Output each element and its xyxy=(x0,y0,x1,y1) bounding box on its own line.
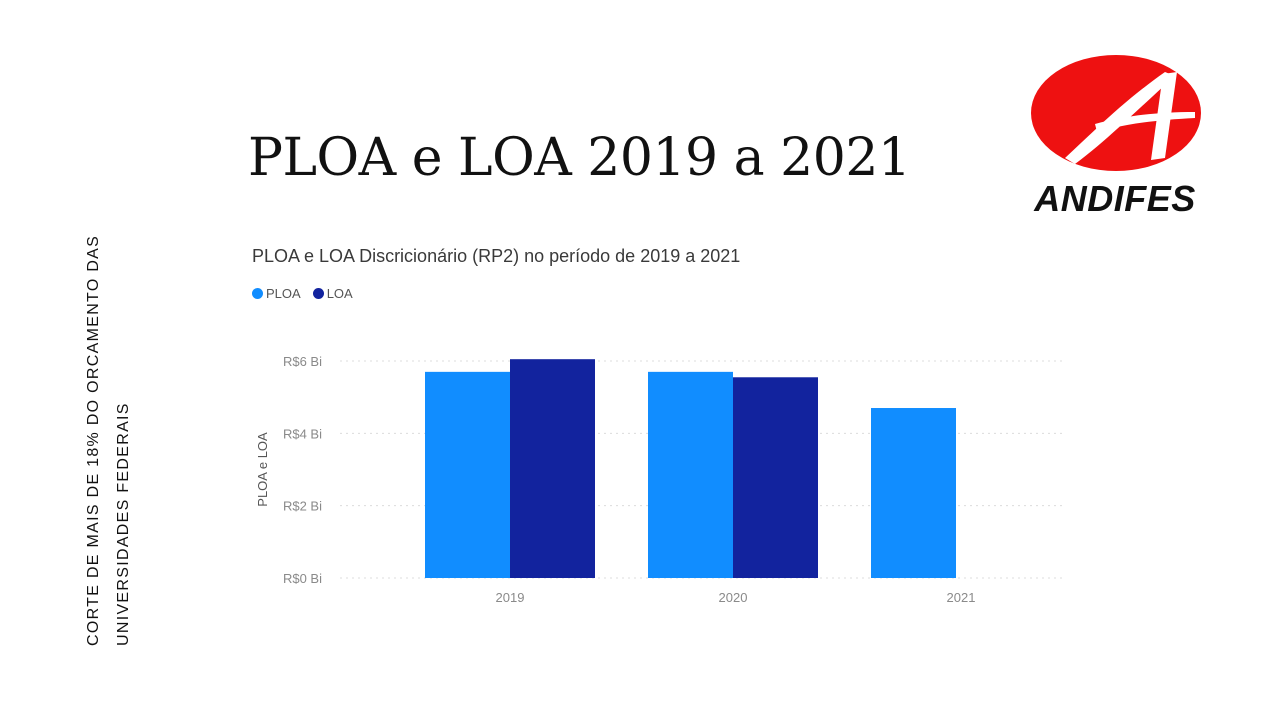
side-caption: CORTE DE MAIS DE 18% DO ORCAMENTO DAS UN… xyxy=(70,0,150,720)
bar-ploa-2019 xyxy=(425,371,510,578)
y-tick-label: R$4 Bi xyxy=(283,426,322,441)
legend-label-loa: LOA xyxy=(326,286,353,301)
y-axis-title: PLOA e LOA xyxy=(255,432,270,507)
legend-item-ploa[interactable]: PLOA xyxy=(252,286,301,301)
bar-ploa-2020 xyxy=(648,371,733,578)
andifes-logo: ANDIFES xyxy=(1025,50,1205,220)
bar-loa-2019 xyxy=(510,359,595,578)
x-tick-label: 2020 xyxy=(719,590,748,605)
y-tick-label: R$6 Bi xyxy=(283,354,322,369)
slide-title: PLOA e LOA 2019 a 2021 xyxy=(248,128,911,188)
legend-swatch-loa xyxy=(312,288,324,299)
chart-legend: PLOA LOA xyxy=(252,286,353,301)
x-tick-label: 2019 xyxy=(496,590,525,605)
andifes-emblem-icon xyxy=(1031,55,1201,171)
chart-title: PLOA e LOA Discricionário (RP2) no perío… xyxy=(252,246,741,266)
side-caption-line-2: UNIVERSIDADES FEDERAIS xyxy=(115,402,132,646)
y-tick-label: R$2 Bi xyxy=(283,499,322,514)
bar-chart-svg: R$0 Bi R$2 Bi R$4 Bi R$6 Bi PLOA e LOA 2019 20… xyxy=(255,354,1065,605)
legend-label-ploa: PLOA xyxy=(266,286,301,301)
side-caption-line-1: CORTE DE MAIS DE 18% DO ORCAMENTO DAS xyxy=(85,235,102,646)
bar-loa-2020 xyxy=(733,377,818,578)
x-tick-label: 2021 xyxy=(947,590,976,605)
bar-ploa-2021 xyxy=(871,408,956,578)
bar-chart: R$0 Bi R$2 Bi R$4 Bi R$6 Bi PLOA e LOA 2019 20… xyxy=(240,330,1080,620)
legend-item-loa[interactable]: LOA xyxy=(312,286,353,301)
y-tick-label: R$0 Bi xyxy=(283,571,322,586)
andifes-wordmark: ANDIFES xyxy=(1034,178,1196,219)
legend-swatch-ploa xyxy=(252,288,263,299)
